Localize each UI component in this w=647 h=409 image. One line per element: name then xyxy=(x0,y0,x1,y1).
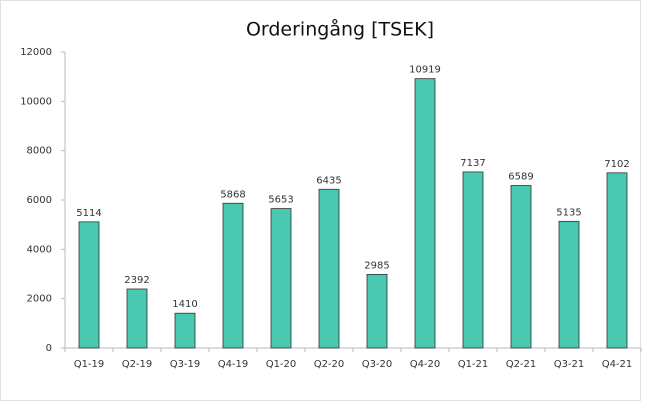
bar xyxy=(606,172,628,349)
x-tick-label: Q1-19 xyxy=(74,359,105,370)
data-label: 5653 xyxy=(268,195,293,206)
bar xyxy=(318,188,340,349)
bar xyxy=(366,273,388,349)
x-tick-label: Q1-21 xyxy=(458,359,489,370)
y-tick-label: 2000 xyxy=(27,294,52,305)
bar xyxy=(174,312,196,349)
x-tick-label: Q4-20 xyxy=(410,359,441,370)
data-label: 2392 xyxy=(124,275,149,286)
x-tick-label: Q2-21 xyxy=(506,359,537,370)
bar xyxy=(414,78,436,349)
bar xyxy=(510,185,532,349)
bar xyxy=(126,288,148,349)
data-label: 2985 xyxy=(364,260,389,271)
x-tick-label: Q1-20 xyxy=(266,359,297,370)
x-tick-label: Q3-21 xyxy=(554,359,585,370)
data-label: 7137 xyxy=(460,158,485,169)
bar xyxy=(78,221,100,349)
y-tick-label: 12000 xyxy=(20,47,52,58)
data-label: 5114 xyxy=(76,208,101,219)
y-tick-label: 0 xyxy=(46,343,52,354)
x-tick-label: Q3-19 xyxy=(170,359,201,370)
bar xyxy=(270,208,292,349)
y-tick-label: 6000 xyxy=(27,195,52,206)
y-tick-label: 10000 xyxy=(20,96,52,107)
bar xyxy=(222,202,244,349)
bar xyxy=(558,220,580,349)
y-tick-label: 4000 xyxy=(27,244,52,255)
data-label: 1410 xyxy=(172,299,197,310)
bar xyxy=(462,171,484,349)
chart-title: Orderingång [TSEK] xyxy=(246,18,434,41)
x-tick-label: Q2-19 xyxy=(122,359,153,370)
x-tick-label: Q4-19 xyxy=(218,359,249,370)
data-label: 5135 xyxy=(556,207,581,218)
x-tick-label: Q4-21 xyxy=(602,359,633,370)
data-label: 10919 xyxy=(409,65,441,76)
data-label: 7102 xyxy=(604,159,629,170)
x-tick-label: Q2-20 xyxy=(314,359,345,370)
data-label: 6435 xyxy=(316,175,341,186)
x-tick-label: Q3-20 xyxy=(362,359,393,370)
data-label: 6589 xyxy=(508,171,533,182)
data-label: 5868 xyxy=(220,189,245,200)
y-tick-label: 8000 xyxy=(27,146,52,157)
